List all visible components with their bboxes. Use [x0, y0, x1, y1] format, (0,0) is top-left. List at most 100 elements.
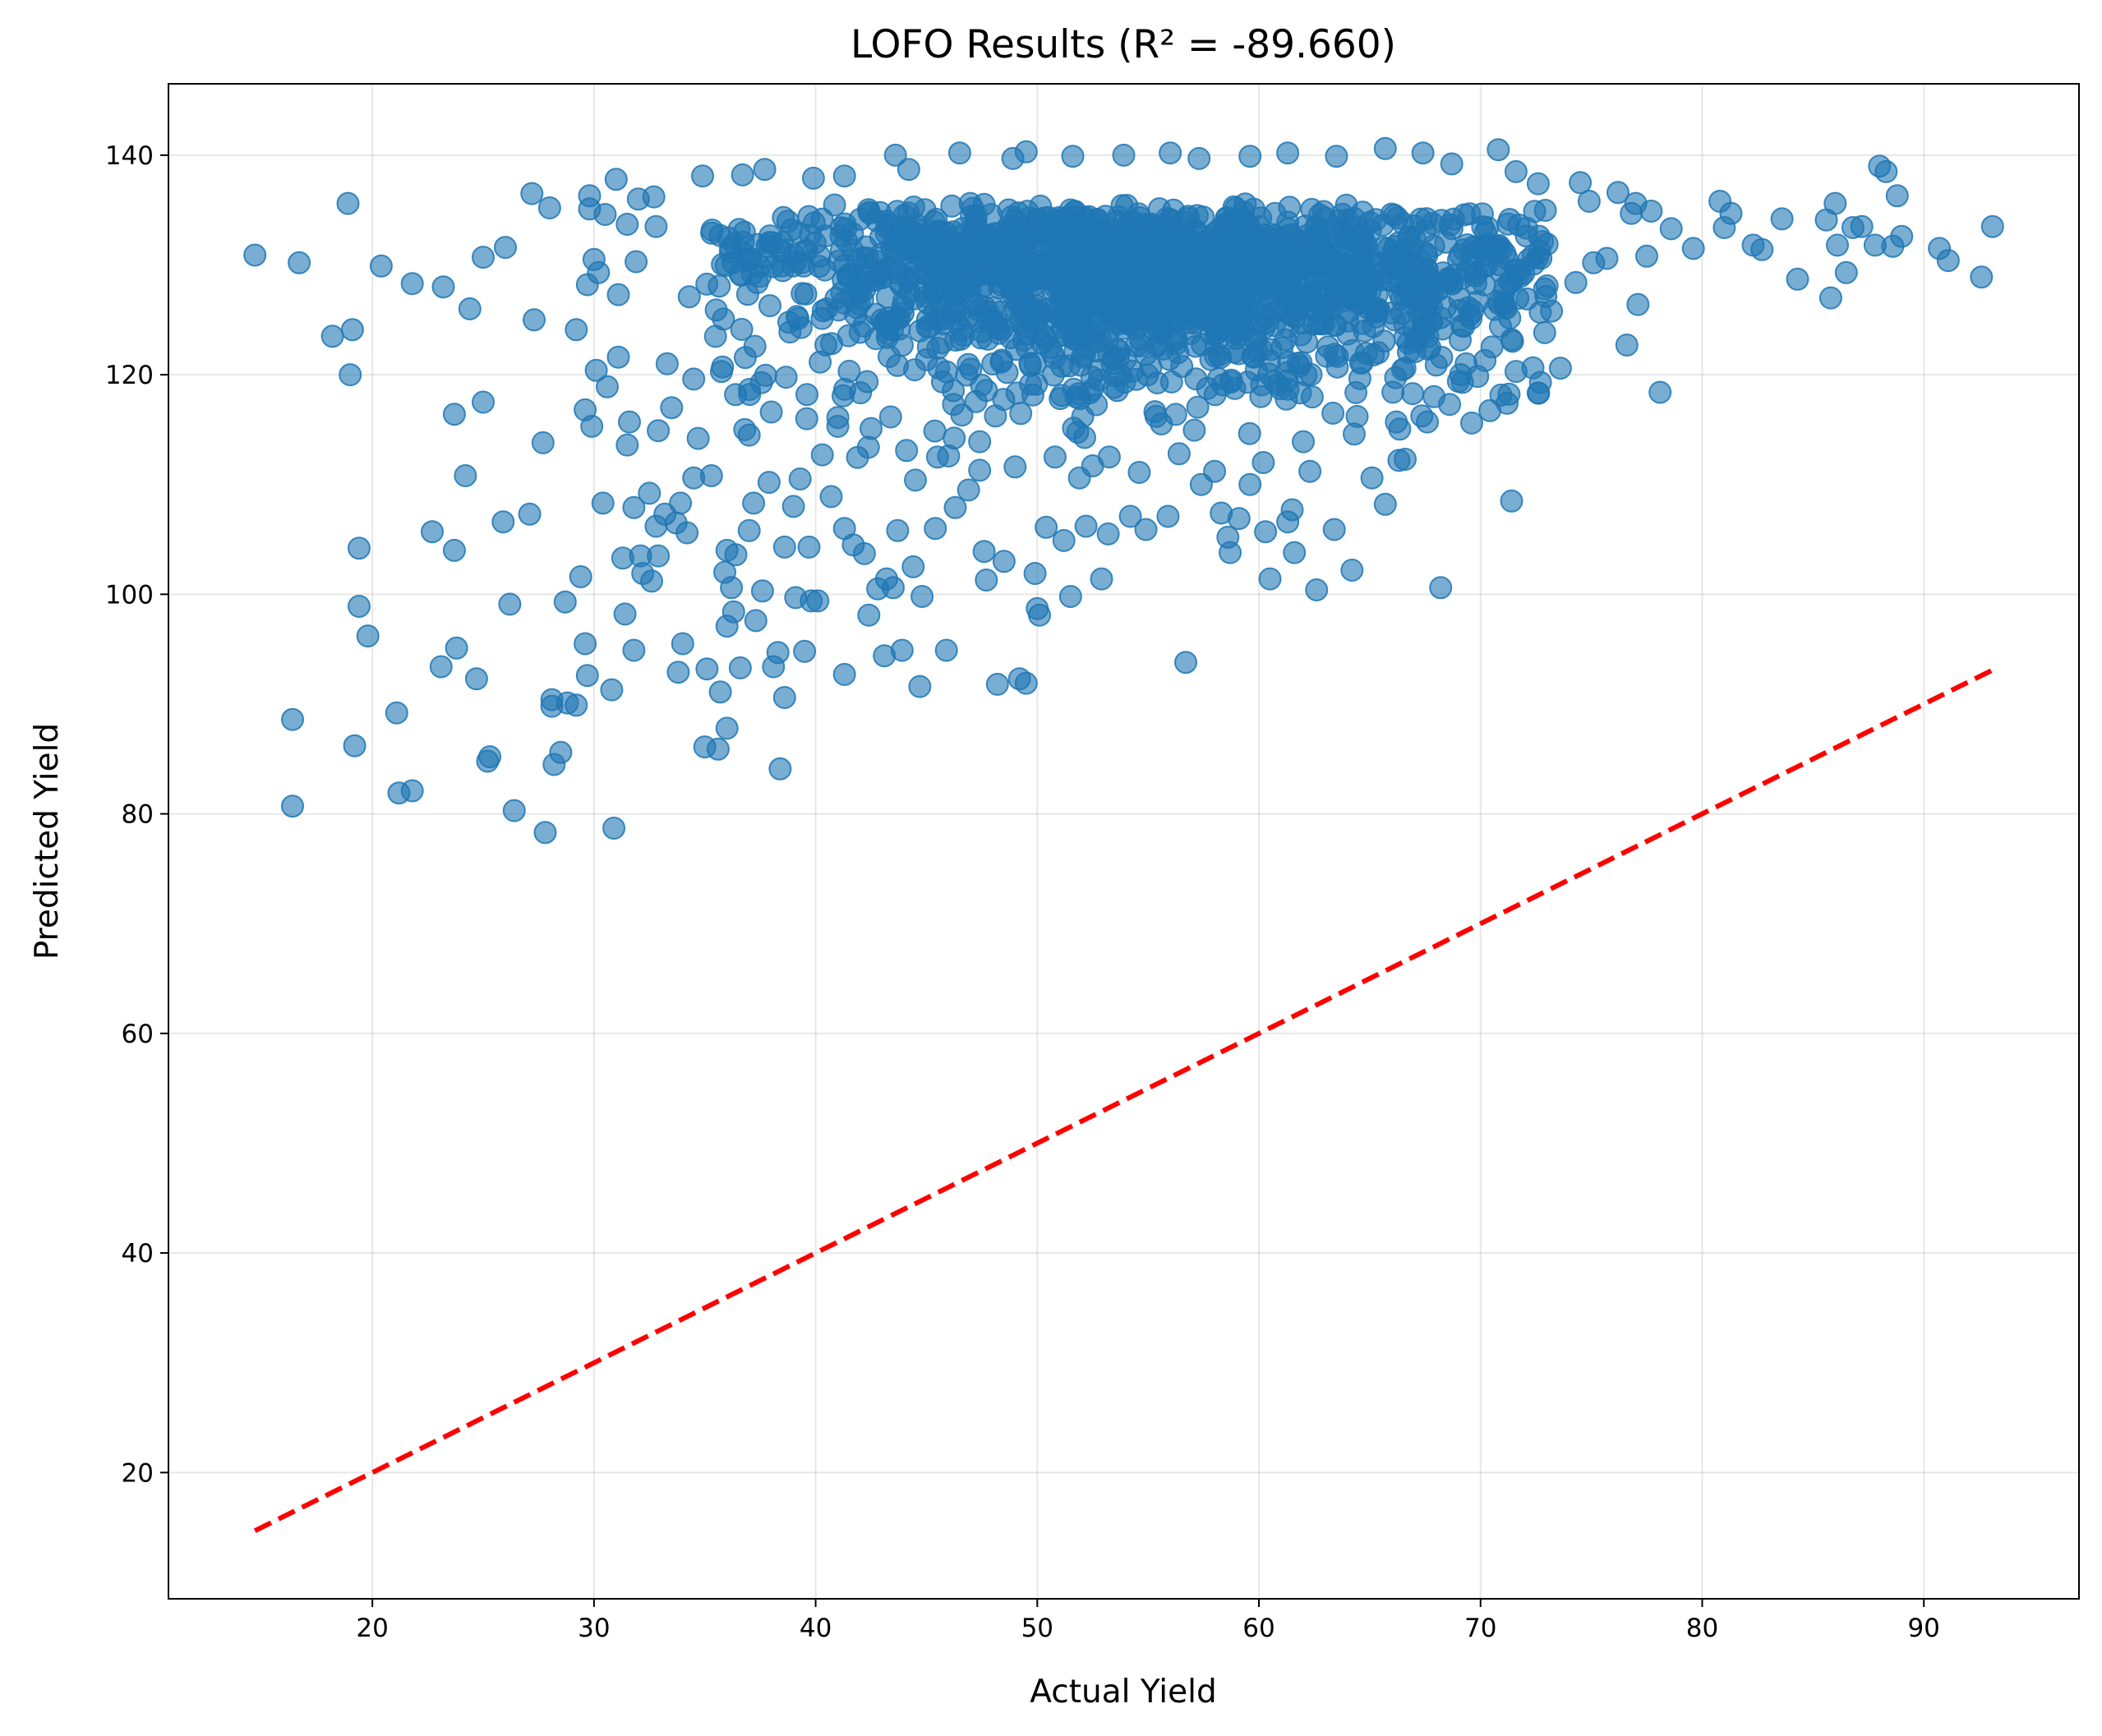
data-point [731, 163, 754, 186]
y-tick-label: 100 [105, 580, 154, 610]
data-point [1250, 373, 1274, 397]
data-point [1344, 380, 1368, 404]
data-point [789, 315, 813, 339]
data-point [1058, 585, 1082, 608]
data-point [1135, 283, 1159, 306]
data-point [491, 510, 515, 534]
data-point [832, 662, 856, 686]
data-point [814, 333, 838, 357]
data-point [1659, 217, 1683, 241]
data-point [1003, 455, 1027, 479]
data-point [1306, 225, 1330, 249]
x-axis-label: Actual Yield [1030, 1674, 1216, 1711]
data-point [1112, 143, 1136, 167]
data-point [1446, 370, 1470, 394]
data-point [878, 405, 902, 429]
data-point [955, 363, 979, 387]
data-point [1175, 302, 1199, 325]
data-point [699, 464, 723, 487]
data-point [724, 543, 748, 567]
data-point [982, 296, 1005, 320]
data-point [856, 435, 880, 459]
data-point [1277, 236, 1301, 260]
data-point [1219, 541, 1242, 564]
data-point [1244, 329, 1268, 352]
data-point [1834, 260, 1858, 284]
data-point [1099, 291, 1123, 314]
data-point [1186, 395, 1210, 419]
data-point [861, 269, 885, 292]
data-point [478, 745, 502, 769]
data-point [875, 285, 899, 309]
data-point [1487, 138, 1510, 162]
data-point [348, 536, 371, 560]
data-point [1348, 256, 1371, 279]
data-point [431, 275, 455, 299]
data-point [640, 569, 663, 593]
data-point [1159, 370, 1183, 394]
data-point [442, 538, 466, 562]
data-point [1102, 375, 1126, 399]
data-point [1298, 459, 1322, 483]
data-point [1063, 212, 1086, 236]
data-point [852, 541, 876, 565]
x-tick-label: 30 [578, 1614, 610, 1643]
data-point [602, 817, 626, 840]
data-point [1322, 276, 1346, 300]
data-point [1346, 288, 1370, 311]
data-point [1238, 145, 1262, 168]
data-point [810, 443, 834, 467]
data-point [1239, 221, 1263, 245]
data-point [923, 419, 947, 443]
data-point [1115, 302, 1139, 326]
data-point [1280, 498, 1304, 522]
data-point [691, 164, 714, 188]
data-point [1504, 360, 1528, 384]
data-point [1750, 237, 1774, 261]
data-point [1021, 383, 1044, 407]
data-point [1515, 287, 1539, 311]
data-point [1021, 226, 1045, 250]
data-point [604, 168, 628, 191]
data-point [832, 164, 856, 188]
data-point [1460, 411, 1483, 435]
data-point [734, 346, 757, 370]
data-point [1626, 292, 1650, 316]
data-point [1500, 489, 1523, 513]
data-point [742, 491, 766, 515]
data-point [901, 555, 925, 578]
data-point [830, 281, 854, 305]
data-point [806, 589, 830, 613]
data-point [1429, 576, 1453, 600]
data-point [1535, 274, 1559, 297]
data-point [502, 799, 526, 822]
data-point [1422, 384, 1446, 408]
data-point [600, 678, 624, 702]
data-point [1635, 244, 1658, 268]
data-point [728, 656, 752, 679]
data-point [715, 716, 739, 740]
data-point [882, 576, 905, 600]
data-point [912, 260, 935, 284]
data-point [1826, 233, 1849, 257]
data-point [1077, 229, 1101, 253]
data-point [1409, 252, 1433, 276]
data-point [533, 821, 557, 845]
data-point [615, 433, 639, 457]
data-point [669, 491, 693, 515]
data-point [1595, 246, 1619, 270]
data-point [1564, 270, 1588, 294]
data-point [1219, 368, 1243, 392]
data-point [369, 254, 393, 278]
data-point [731, 242, 755, 265]
data-point [1200, 229, 1224, 253]
data-point [1422, 234, 1445, 258]
data-point [1043, 445, 1067, 469]
data-point [1430, 209, 1454, 233]
data-point [606, 283, 630, 306]
data-point [940, 194, 964, 218]
data-point [996, 243, 1020, 267]
data-point [442, 403, 466, 426]
data-point [781, 495, 805, 518]
data-point [1035, 515, 1058, 539]
